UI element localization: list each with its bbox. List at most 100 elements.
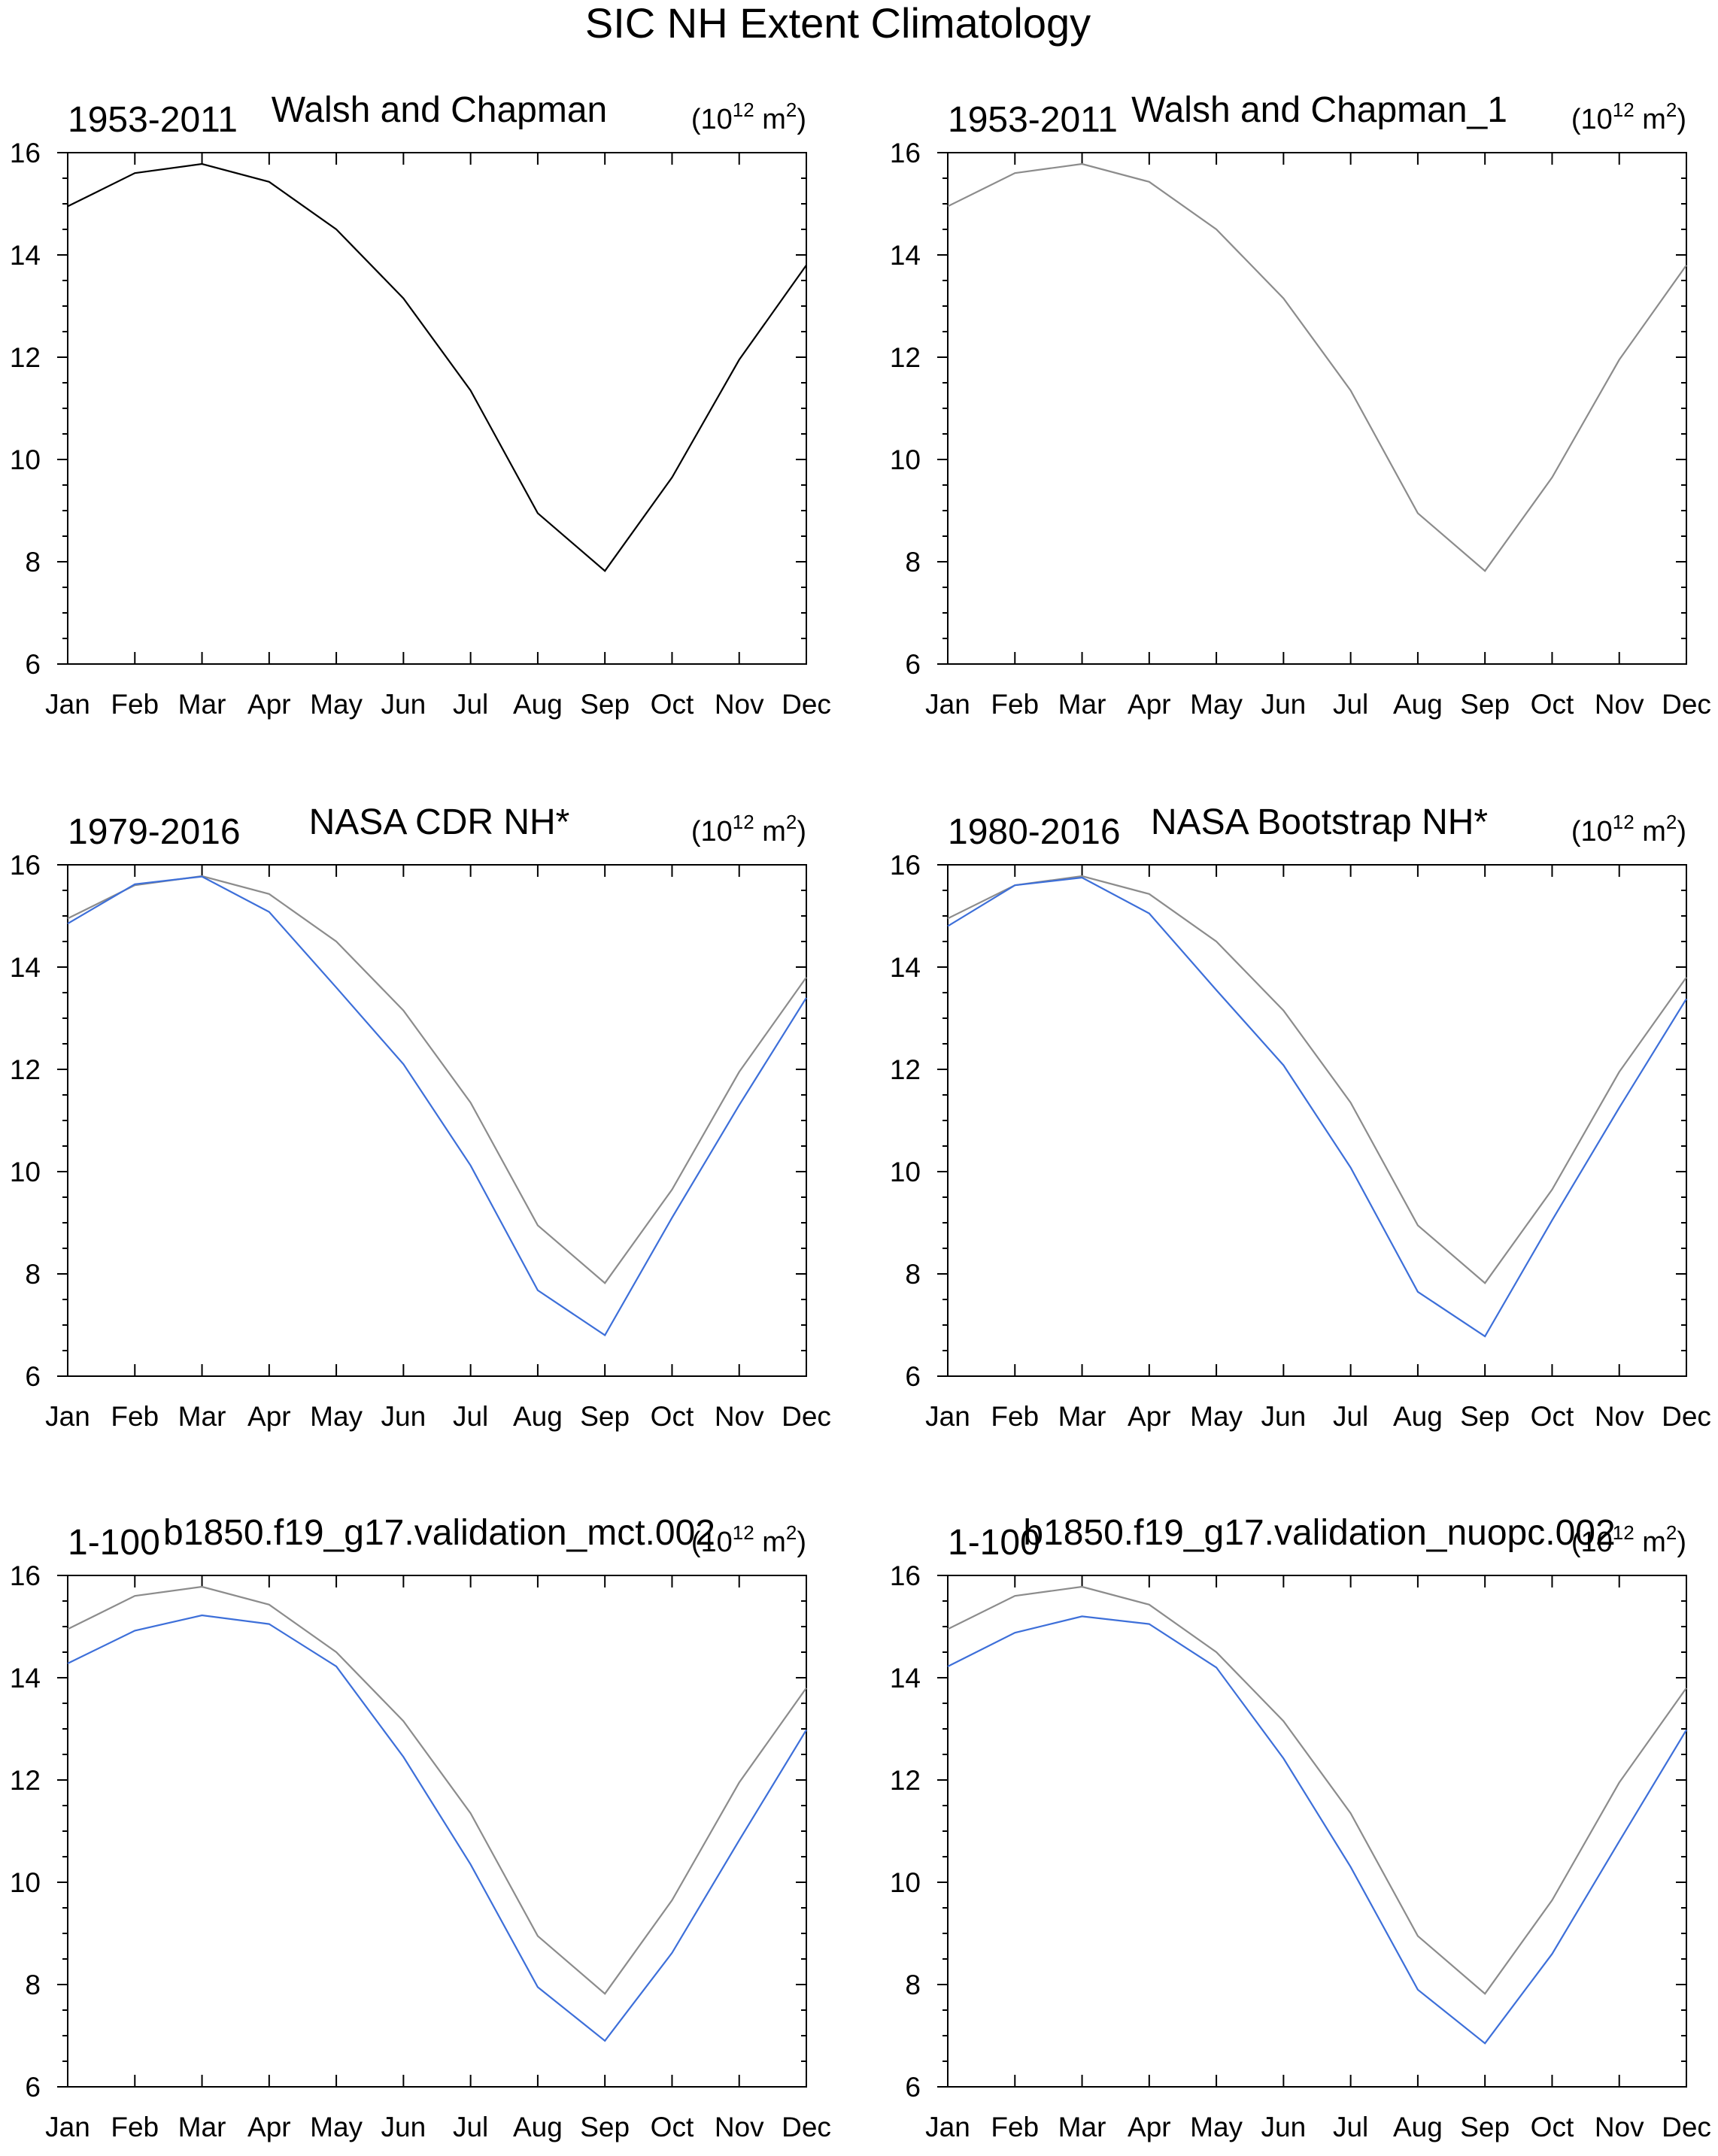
x-tick-label: Aug — [513, 1401, 563, 1432]
panel-title: Walsh and Chapman_1 — [1131, 90, 1507, 130]
y-tick-label: 6 — [25, 1361, 41, 1392]
y-tick-label: 14 — [10, 240, 41, 271]
x-tick-label: Sep — [1460, 2112, 1510, 2142]
x-tick-label: Feb — [111, 2112, 159, 2142]
x-tick-label: Dec — [1662, 689, 1711, 720]
series-line-reference — [947, 875, 1687, 1284]
x-tick-label: Dec — [782, 2112, 831, 2142]
x-tick-label: Jan — [925, 1401, 970, 1432]
x-tick-label: Jul — [453, 2112, 488, 2142]
x-tick-label: Aug — [513, 2112, 563, 2142]
y-tick-label: 16 — [10, 850, 41, 881]
x-tick-label: Mar — [1058, 689, 1106, 720]
x-tick-label: Oct — [651, 1401, 694, 1432]
panel-title: NASA Bootstrap NH* — [1151, 802, 1488, 842]
x-tick-label: Dec — [782, 689, 831, 720]
series-line-model — [67, 875, 807, 1337]
x-tick-label: Nov — [715, 1401, 764, 1432]
y-tick-label: 14 — [890, 952, 921, 983]
x-tick-label: May — [310, 2112, 363, 2142]
plot-frame — [947, 1575, 1687, 2088]
x-tick-label: Feb — [991, 689, 1039, 720]
x-tick-label: Nov — [1595, 2112, 1644, 2142]
x-tick-label: Jun — [1261, 1401, 1307, 1432]
y-tick-label: 6 — [905, 649, 921, 680]
y-tick-label: 16 — [890, 138, 921, 168]
x-tick-label: May — [1190, 689, 1243, 720]
x-tick-label: Dec — [782, 1401, 831, 1432]
y-tick-label: 14 — [890, 1663, 921, 1694]
x-tick-label: Mar — [178, 1401, 226, 1432]
panel-years-label: 1953-2011 — [948, 100, 1118, 140]
chart-panel-1: 6 8 10 12 14 16 Jan Feb Mar Apr May Jun Jul Aug Sep Oct… — [10, 90, 831, 720]
x-tick-label: Aug — [513, 689, 563, 720]
plot-frame — [947, 864, 1687, 1377]
series-line-reference — [67, 1585, 807, 1995]
x-tick-label: Jan — [45, 1401, 90, 1432]
series-line-model — [947, 876, 1687, 1338]
y-tick-label: 10 — [10, 1867, 41, 1898]
x-tick-label: Jul — [1333, 1401, 1368, 1432]
y-tick-label: 10 — [10, 1157, 41, 1187]
x-tick-label: Oct — [1531, 689, 1574, 720]
y-tick-label: 6 — [905, 1361, 921, 1392]
plot-frame — [67, 152, 807, 665]
figure-title: SIC NH Extent Climatology — [585, 0, 1091, 47]
y-tick-label: 8 — [25, 1259, 41, 1290]
x-tick-label: Jun — [381, 2112, 426, 2142]
x-tick-label: Apr — [1128, 689, 1171, 720]
panel-years-label: 1979-2016 — [68, 812, 241, 852]
x-tick-label: Mar — [178, 2112, 226, 2142]
units-label: (1012 m2) — [691, 99, 806, 135]
x-tick-label: Aug — [1393, 1401, 1443, 1432]
units-label: (1012 m2) — [1571, 1521, 1686, 1558]
y-tick-label: 8 — [25, 547, 41, 578]
y-tick-label: 8 — [25, 1970, 41, 2000]
x-tick-label: Oct — [651, 2112, 694, 2142]
panel-title: NASA CDR NH* — [309, 802, 570, 842]
y-tick-label: 12 — [10, 342, 41, 373]
y-tick-label: 12 — [890, 1765, 921, 1796]
units-label: (1012 m2) — [691, 1521, 806, 1558]
x-tick-label: Jun — [381, 1401, 426, 1432]
x-tick-label: Feb — [111, 689, 159, 720]
y-tick-label: 10 — [890, 444, 921, 475]
plot-frame — [67, 1575, 807, 2088]
y-tick-label: 10 — [890, 1867, 921, 1898]
y-tick-label: 6 — [25, 2072, 41, 2103]
units-label: (1012 m2) — [691, 811, 806, 848]
y-tick-label: 14 — [890, 240, 921, 271]
y-tick-label: 8 — [905, 547, 921, 578]
x-tick-label: May — [310, 1401, 363, 1432]
units-label: (1012 m2) — [1571, 811, 1686, 848]
y-tick-label: 8 — [905, 1259, 921, 1290]
x-tick-label: Jul — [453, 1401, 488, 1432]
chart-panel-2: 6 8 10 12 14 16 Jan Feb Mar Apr May Jun Jul Aug Sep Oct… — [890, 90, 1711, 720]
y-tick-label: 8 — [905, 1970, 921, 2000]
series-line-model — [67, 1614, 807, 2042]
series-line-reference — [67, 875, 807, 1284]
x-tick-label: Jun — [1261, 689, 1307, 720]
chart-panel-5: 6 8 10 12 14 16 Jan Feb Mar Apr May Jun Jul Aug Sep Oct… — [10, 1513, 831, 2142]
y-tick-label: 12 — [890, 1054, 921, 1085]
plot-frame — [947, 152, 1687, 665]
panel-years-label: 1953-2011 — [68, 100, 238, 140]
panel-years-label: 1-100 — [948, 1523, 1040, 1563]
y-tick-label: 14 — [10, 952, 41, 983]
chart-panel-3: 6 8 10 12 14 16 Jan Feb Mar Apr May Jun Jul Aug Sep Oct… — [10, 802, 831, 1432]
x-tick-label: Jan — [925, 689, 970, 720]
x-tick-label: Sep — [580, 689, 630, 720]
panel-title: Walsh and Chapman — [272, 90, 607, 130]
chart-panel-4: 6 8 10 12 14 16 Jan Feb Mar Apr May Jun Jul Aug Sep Oct… — [890, 802, 1711, 1432]
panel-years-label: 1980-2016 — [948, 812, 1121, 852]
units-label: (1012 m2) — [1571, 99, 1686, 135]
x-tick-label: Mar — [1058, 2112, 1106, 2142]
x-tick-label: Oct — [651, 689, 694, 720]
x-tick-label: Apr — [1128, 2112, 1171, 2142]
y-tick-label: 12 — [10, 1765, 41, 1796]
y-tick-label: 14 — [10, 1663, 41, 1694]
x-tick-label: Dec — [1662, 2112, 1711, 2142]
x-tick-label: May — [1190, 1401, 1243, 1432]
chart-panel-6: 6 8 10 12 14 16 Jan Feb Mar Apr May Jun Jul Aug Sep Oct… — [890, 1513, 1711, 2142]
